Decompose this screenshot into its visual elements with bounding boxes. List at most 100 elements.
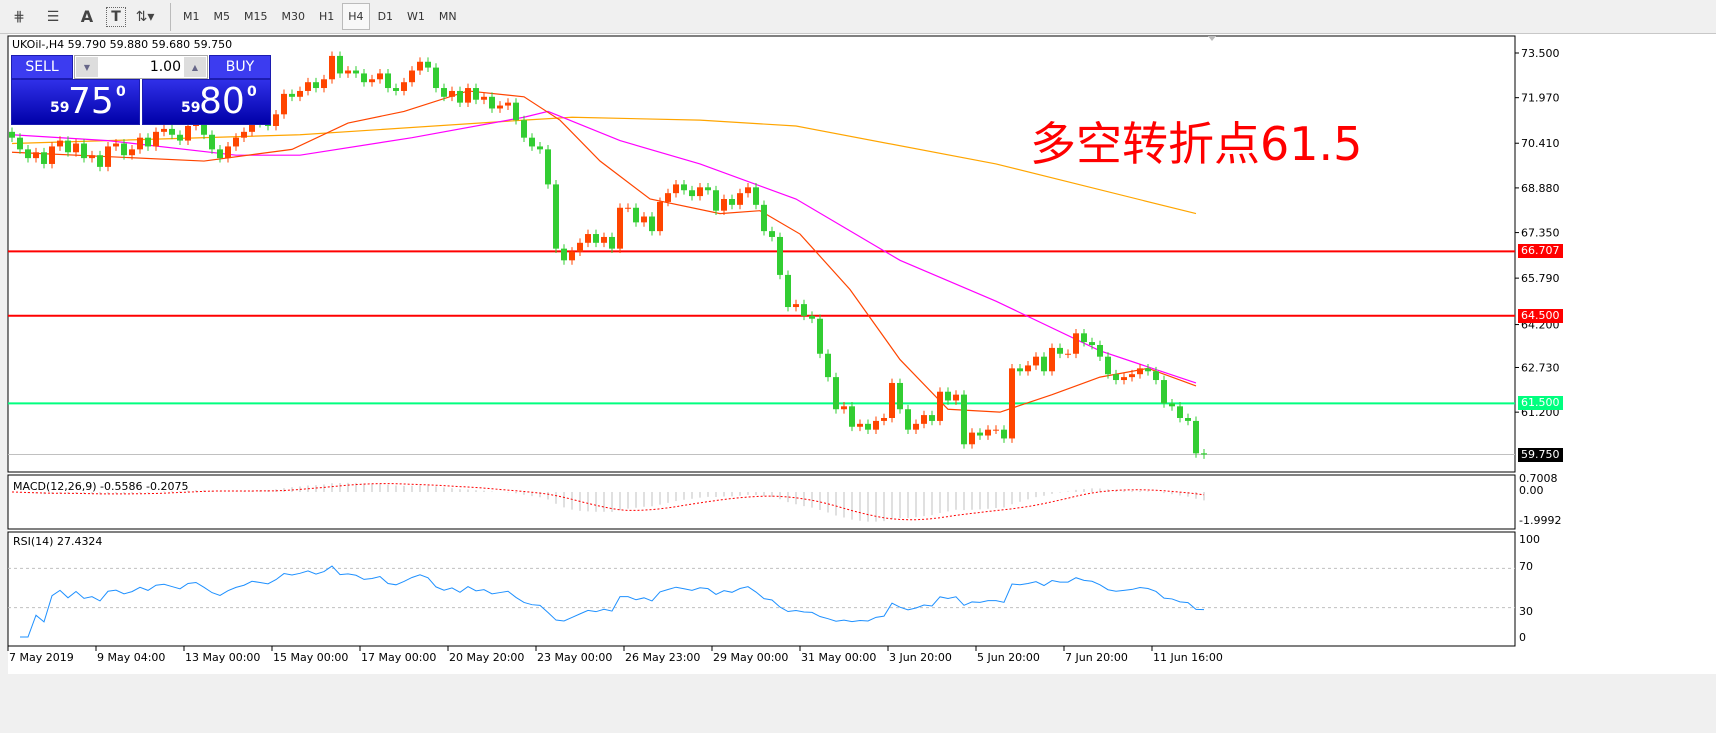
candle-bearish xyxy=(833,377,839,410)
candle-bearish xyxy=(1153,371,1159,381)
timeframe-h1[interactable]: H1 xyxy=(319,10,335,23)
timeframe-m15[interactable]: M15 xyxy=(244,10,268,23)
candle-bullish xyxy=(305,82,311,91)
candle-bearish xyxy=(41,152,47,164)
candle-bullish xyxy=(1073,333,1079,354)
candle-bullish xyxy=(233,137,239,147)
candle-bearish xyxy=(521,120,527,138)
candle-bearish xyxy=(337,55,343,74)
candle-bullish xyxy=(241,131,247,138)
candle-bullish xyxy=(57,140,63,147)
candle-bearish xyxy=(1169,403,1175,407)
candle-bullish xyxy=(329,55,335,80)
candle-bearish xyxy=(1017,368,1023,372)
candle-bullish xyxy=(993,429,999,431)
text-icon[interactable]: A xyxy=(80,7,94,26)
candle-bullish xyxy=(953,394,959,401)
candle-bullish xyxy=(881,418,887,421)
rsi-tick-label: 30 xyxy=(1519,605,1533,618)
candle-bearish xyxy=(169,128,175,135)
price-tick-label: 62.730 xyxy=(1521,361,1560,374)
chart-annotation: 多空转折点61.5 xyxy=(1030,117,1363,171)
buy-price[interactable]: 59 80 0 xyxy=(142,79,271,125)
candle-bearish xyxy=(1185,418,1191,421)
candle-bearish xyxy=(1097,345,1103,357)
candle-bullish xyxy=(409,70,415,83)
timeframe-h4[interactable]: H4 xyxy=(342,3,370,30)
candle-bearish xyxy=(81,143,87,159)
candle-bullish xyxy=(569,251,575,261)
candle-bearish xyxy=(609,236,615,249)
price-tick-label: 70.410 xyxy=(1521,137,1560,150)
candle-bullish xyxy=(225,146,231,159)
candle-bearish xyxy=(121,143,127,156)
main-pane-frame xyxy=(7,35,1516,473)
candle-bullish xyxy=(281,93,287,115)
candle-bullish xyxy=(481,96,487,100)
candle-bullish xyxy=(1065,353,1071,355)
candle-bullish xyxy=(585,234,591,243)
candle-bearish xyxy=(1201,453,1207,455)
current-price-label: 59.750 xyxy=(1518,447,1563,462)
candle-bullish xyxy=(505,102,511,106)
lot-decrease-icon[interactable]: ▼ xyxy=(76,57,98,77)
rsi-label: RSI(14) 27.4324 xyxy=(13,535,102,548)
lot-value[interactable]: 1.00 xyxy=(149,59,181,75)
candle-bearish xyxy=(97,155,103,167)
price-tick-label: 65.790 xyxy=(1521,272,1560,285)
macd-tick-label: -1.9992 xyxy=(1519,514,1561,527)
candle-bearish xyxy=(681,184,687,191)
sell-price[interactable]: 59 75 0 xyxy=(11,79,140,125)
candle-bullish xyxy=(33,152,39,159)
candle-bearish xyxy=(769,231,775,237)
candle-bearish xyxy=(865,423,871,430)
macd-tick-label: 0.7008 xyxy=(1519,472,1558,485)
timeframe-m5[interactable]: M5 xyxy=(213,10,231,23)
candle-bullish xyxy=(129,149,135,156)
candle-bearish xyxy=(961,394,967,445)
candle-bullish xyxy=(161,128,167,132)
arrows-icon[interactable]: ⇅▾ xyxy=(135,8,155,25)
candle-bullish xyxy=(321,79,327,89)
timeframe-m30[interactable]: M30 xyxy=(281,10,306,23)
candle-bullish xyxy=(465,88,471,103)
candle-bearish xyxy=(217,149,223,159)
timeframe-mn[interactable]: MN xyxy=(438,10,457,23)
candle-bearish xyxy=(177,134,183,141)
candle-bearish xyxy=(209,134,215,150)
time-tick-label: 7 May 2019 xyxy=(9,651,74,664)
elliott-wave-icon[interactable]: ⋕ xyxy=(13,8,25,25)
fibonacci-icon[interactable]: ☰ xyxy=(46,8,60,25)
candle-bullish xyxy=(137,137,143,150)
candle-bearish xyxy=(489,96,495,109)
candle-bearish xyxy=(849,406,855,427)
candle-bearish xyxy=(801,304,807,316)
buy-button[interactable]: BUY xyxy=(209,55,271,79)
price-tick-label: 71.970 xyxy=(1521,92,1560,105)
toolbar-separator xyxy=(170,2,171,31)
candle-bullish xyxy=(793,304,799,308)
lot-size-input[interactable]: ▼ 1.00 ▲ xyxy=(74,55,208,79)
one-click-trading-panel: SELL ▼ 1.00 ▲ BUY 59 75 0 59 80 0 xyxy=(11,55,271,125)
lot-increase-icon[interactable]: ▲ xyxy=(184,57,206,77)
candle-bearish xyxy=(905,409,911,430)
candle-bullish xyxy=(153,131,159,147)
level-price-label: 66.707 xyxy=(1518,244,1563,259)
time-tick-label: 7 Jun 20:00 xyxy=(1065,651,1128,664)
candle-bullish xyxy=(273,114,279,126)
candle-bullish xyxy=(249,120,255,132)
timeframe-d1[interactable]: D1 xyxy=(377,10,394,23)
candle-bearish xyxy=(393,88,399,91)
candle-bullish xyxy=(985,429,991,436)
candle-bullish xyxy=(113,143,119,147)
macd-pane-frame xyxy=(7,474,1516,530)
candle-bullish xyxy=(49,146,55,164)
time-tick-label: 3 Jun 20:00 xyxy=(889,651,952,664)
candle-bearish xyxy=(705,187,711,191)
text-label-icon[interactable]: T xyxy=(106,6,126,27)
timeframe-m1[interactable]: M1 xyxy=(183,10,200,23)
chart-window[interactable] xyxy=(2,34,1716,674)
sell-button[interactable]: SELL xyxy=(11,55,73,79)
timeframe-w1[interactable]: W1 xyxy=(407,10,425,23)
